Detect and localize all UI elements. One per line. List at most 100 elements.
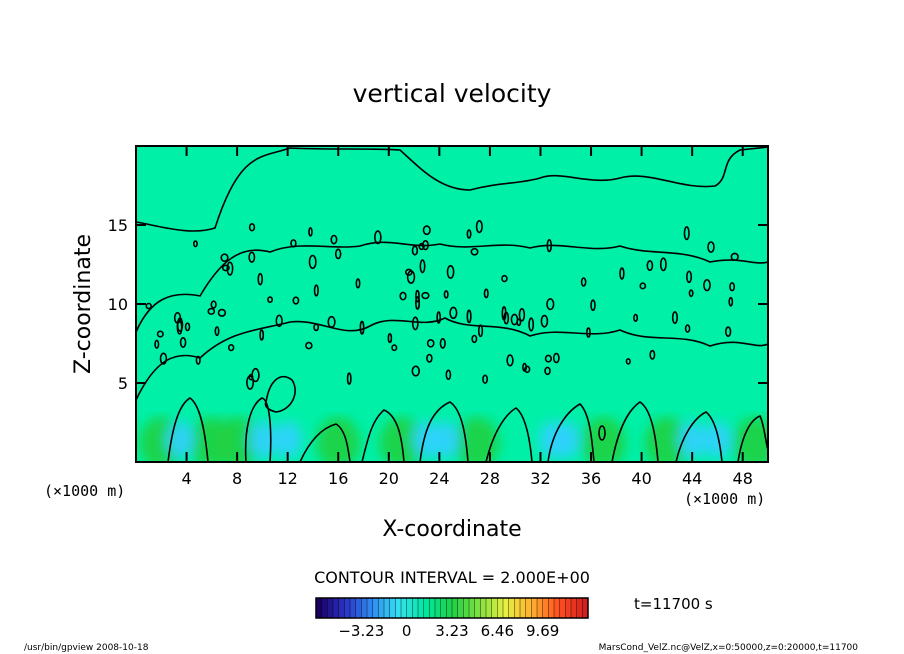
contour-core-1 — [598, 425, 606, 441]
contour-cell — [192, 240, 198, 248]
x-axis-label: X-coordinate — [382, 517, 521, 542]
contour-cell — [210, 300, 217, 309]
contour-cell — [446, 265, 455, 279]
contour-cell — [483, 288, 489, 299]
contour-cell — [308, 254, 317, 270]
colorbar-swatch — [440, 598, 447, 618]
downdraft-column-8 — [703, 421, 732, 458]
colorbar-swatch — [457, 598, 464, 618]
contour-cell — [330, 234, 338, 245]
x-tick-label: 12 — [278, 469, 298, 488]
contour-cell — [590, 299, 596, 312]
colorbar-swatch — [435, 598, 442, 618]
colorbar-swatch — [389, 598, 396, 618]
contour-cell — [546, 238, 553, 253]
contour-cell — [179, 336, 187, 348]
colorbar-swatch — [480, 598, 487, 618]
contour-cell — [466, 309, 472, 324]
contour-cell — [686, 270, 693, 284]
contour-cell — [195, 355, 201, 365]
contour-cell — [552, 352, 560, 364]
contour-cell — [214, 326, 220, 337]
contour-main-middle — [136, 241, 768, 333]
contour-cell — [346, 372, 352, 385]
contour-cell — [688, 289, 694, 298]
contour-cell — [729, 282, 736, 292]
colorbar-tick-label: −3.23 — [338, 622, 384, 640]
contour-low-5 — [361, 409, 405, 462]
colorbar-swatches — [315, 598, 589, 618]
contour-cell — [184, 322, 191, 332]
contour-cell — [355, 278, 361, 289]
colorbar-swatch — [554, 598, 561, 618]
colorbar-swatch — [384, 598, 391, 618]
colorbar-tick-label: 0 — [402, 622, 412, 640]
contour-cell — [415, 296, 421, 310]
colorbar-swatch — [565, 598, 572, 618]
colorbar-swatch — [525, 598, 532, 618]
contour-cell — [421, 239, 429, 251]
contour-small-cells — [145, 219, 739, 390]
footer-right: MarsCond_VelZ.nc@VelZ,x=0:50000,z=0:2000… — [599, 643, 859, 653]
contour-cell — [145, 302, 152, 310]
colorbar-frame — [315, 597, 589, 619]
contour-low-6 — [419, 401, 469, 462]
contour-cell — [524, 365, 531, 374]
colorbar-swatch — [355, 598, 362, 618]
contour-cell — [730, 252, 739, 262]
contour-cell — [619, 267, 625, 280]
contour-cell — [156, 330, 164, 338]
contour-cell — [305, 341, 313, 350]
contour-cell — [415, 289, 420, 303]
x-tick-label: 36 — [581, 469, 601, 488]
colorbar-tick-label: 3.23 — [435, 622, 468, 640]
contour-cell — [443, 290, 449, 299]
contour-cell — [580, 277, 587, 287]
contour-cell — [683, 226, 690, 241]
contour-low-11 — [737, 414, 768, 462]
contour-cell — [516, 318, 522, 327]
contour-cell — [159, 352, 168, 365]
contour-cell — [411, 365, 421, 377]
contour-cell — [445, 369, 452, 381]
contour-cell — [475, 219, 483, 234]
x-ticks — [185, 146, 744, 462]
contour-cell — [292, 296, 300, 305]
contour-cell — [259, 329, 265, 341]
updraft-column-7 — [644, 417, 689, 462]
colorbar-swatch — [361, 598, 368, 618]
contour-cell — [374, 230, 382, 245]
colorbar-swatch — [372, 598, 379, 618]
contour-cell — [411, 316, 419, 331]
colorbar-swatch — [542, 598, 549, 618]
contour-cell — [227, 343, 235, 352]
contour-cell — [290, 239, 297, 248]
y-tick-label: 15 — [108, 216, 128, 235]
colorbar-swatch — [395, 598, 402, 618]
contour-cell — [646, 260, 654, 271]
plot-area — [135, 145, 769, 463]
contour-cell — [439, 338, 446, 349]
colorbar-tick-labels: −3.23 0 3.23 6.46 9.69 — [338, 622, 559, 640]
colorbar-swatch — [582, 598, 589, 618]
contour-cell — [359, 320, 365, 335]
contour-cell — [625, 358, 631, 365]
contour-low-1 — [167, 397, 209, 462]
colorbar-swatch — [474, 598, 481, 618]
contour-cell — [411, 245, 419, 256]
contour-cell — [404, 268, 413, 276]
colorbar-swatch — [486, 598, 493, 618]
colorbar-swatch — [338, 598, 345, 618]
contour-low-2 — [244, 397, 272, 462]
x-tick-label: 32 — [530, 469, 550, 488]
contour-cell — [671, 311, 679, 325]
contour-cell — [586, 327, 591, 338]
x-tick-label: 40 — [631, 469, 651, 488]
contour-cell — [267, 296, 273, 304]
chart-title: vertical velocity — [353, 79, 552, 108]
contour-cell — [639, 282, 647, 290]
y-tick-labels: 5 10 15 — [108, 216, 128, 393]
colorbar-tick-label: 9.69 — [526, 622, 559, 640]
downdraft-column-6 — [551, 421, 580, 458]
